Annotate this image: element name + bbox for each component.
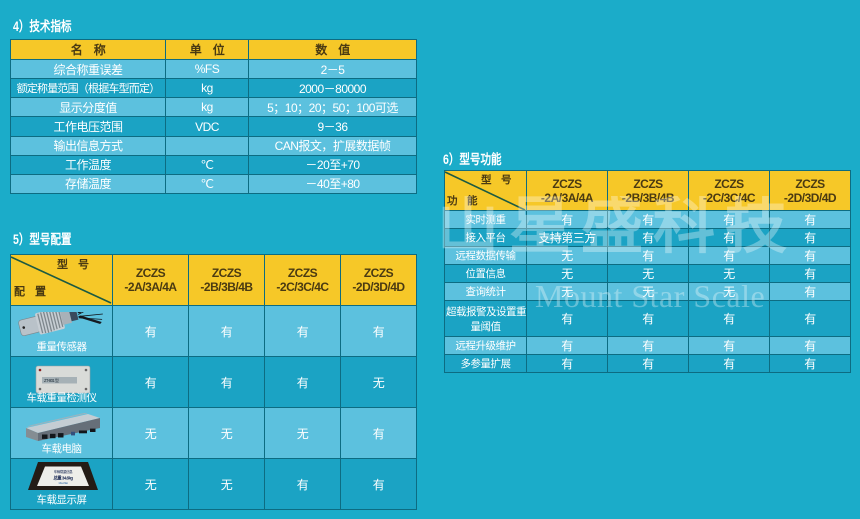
svg-text:ZT-801 型: ZT-801 型 — [44, 377, 59, 383]
svg-text:Mount Star: Mount Star — [59, 481, 68, 485]
svg-text:车辆载重信息: 车辆载重信息 — [54, 469, 73, 474]
